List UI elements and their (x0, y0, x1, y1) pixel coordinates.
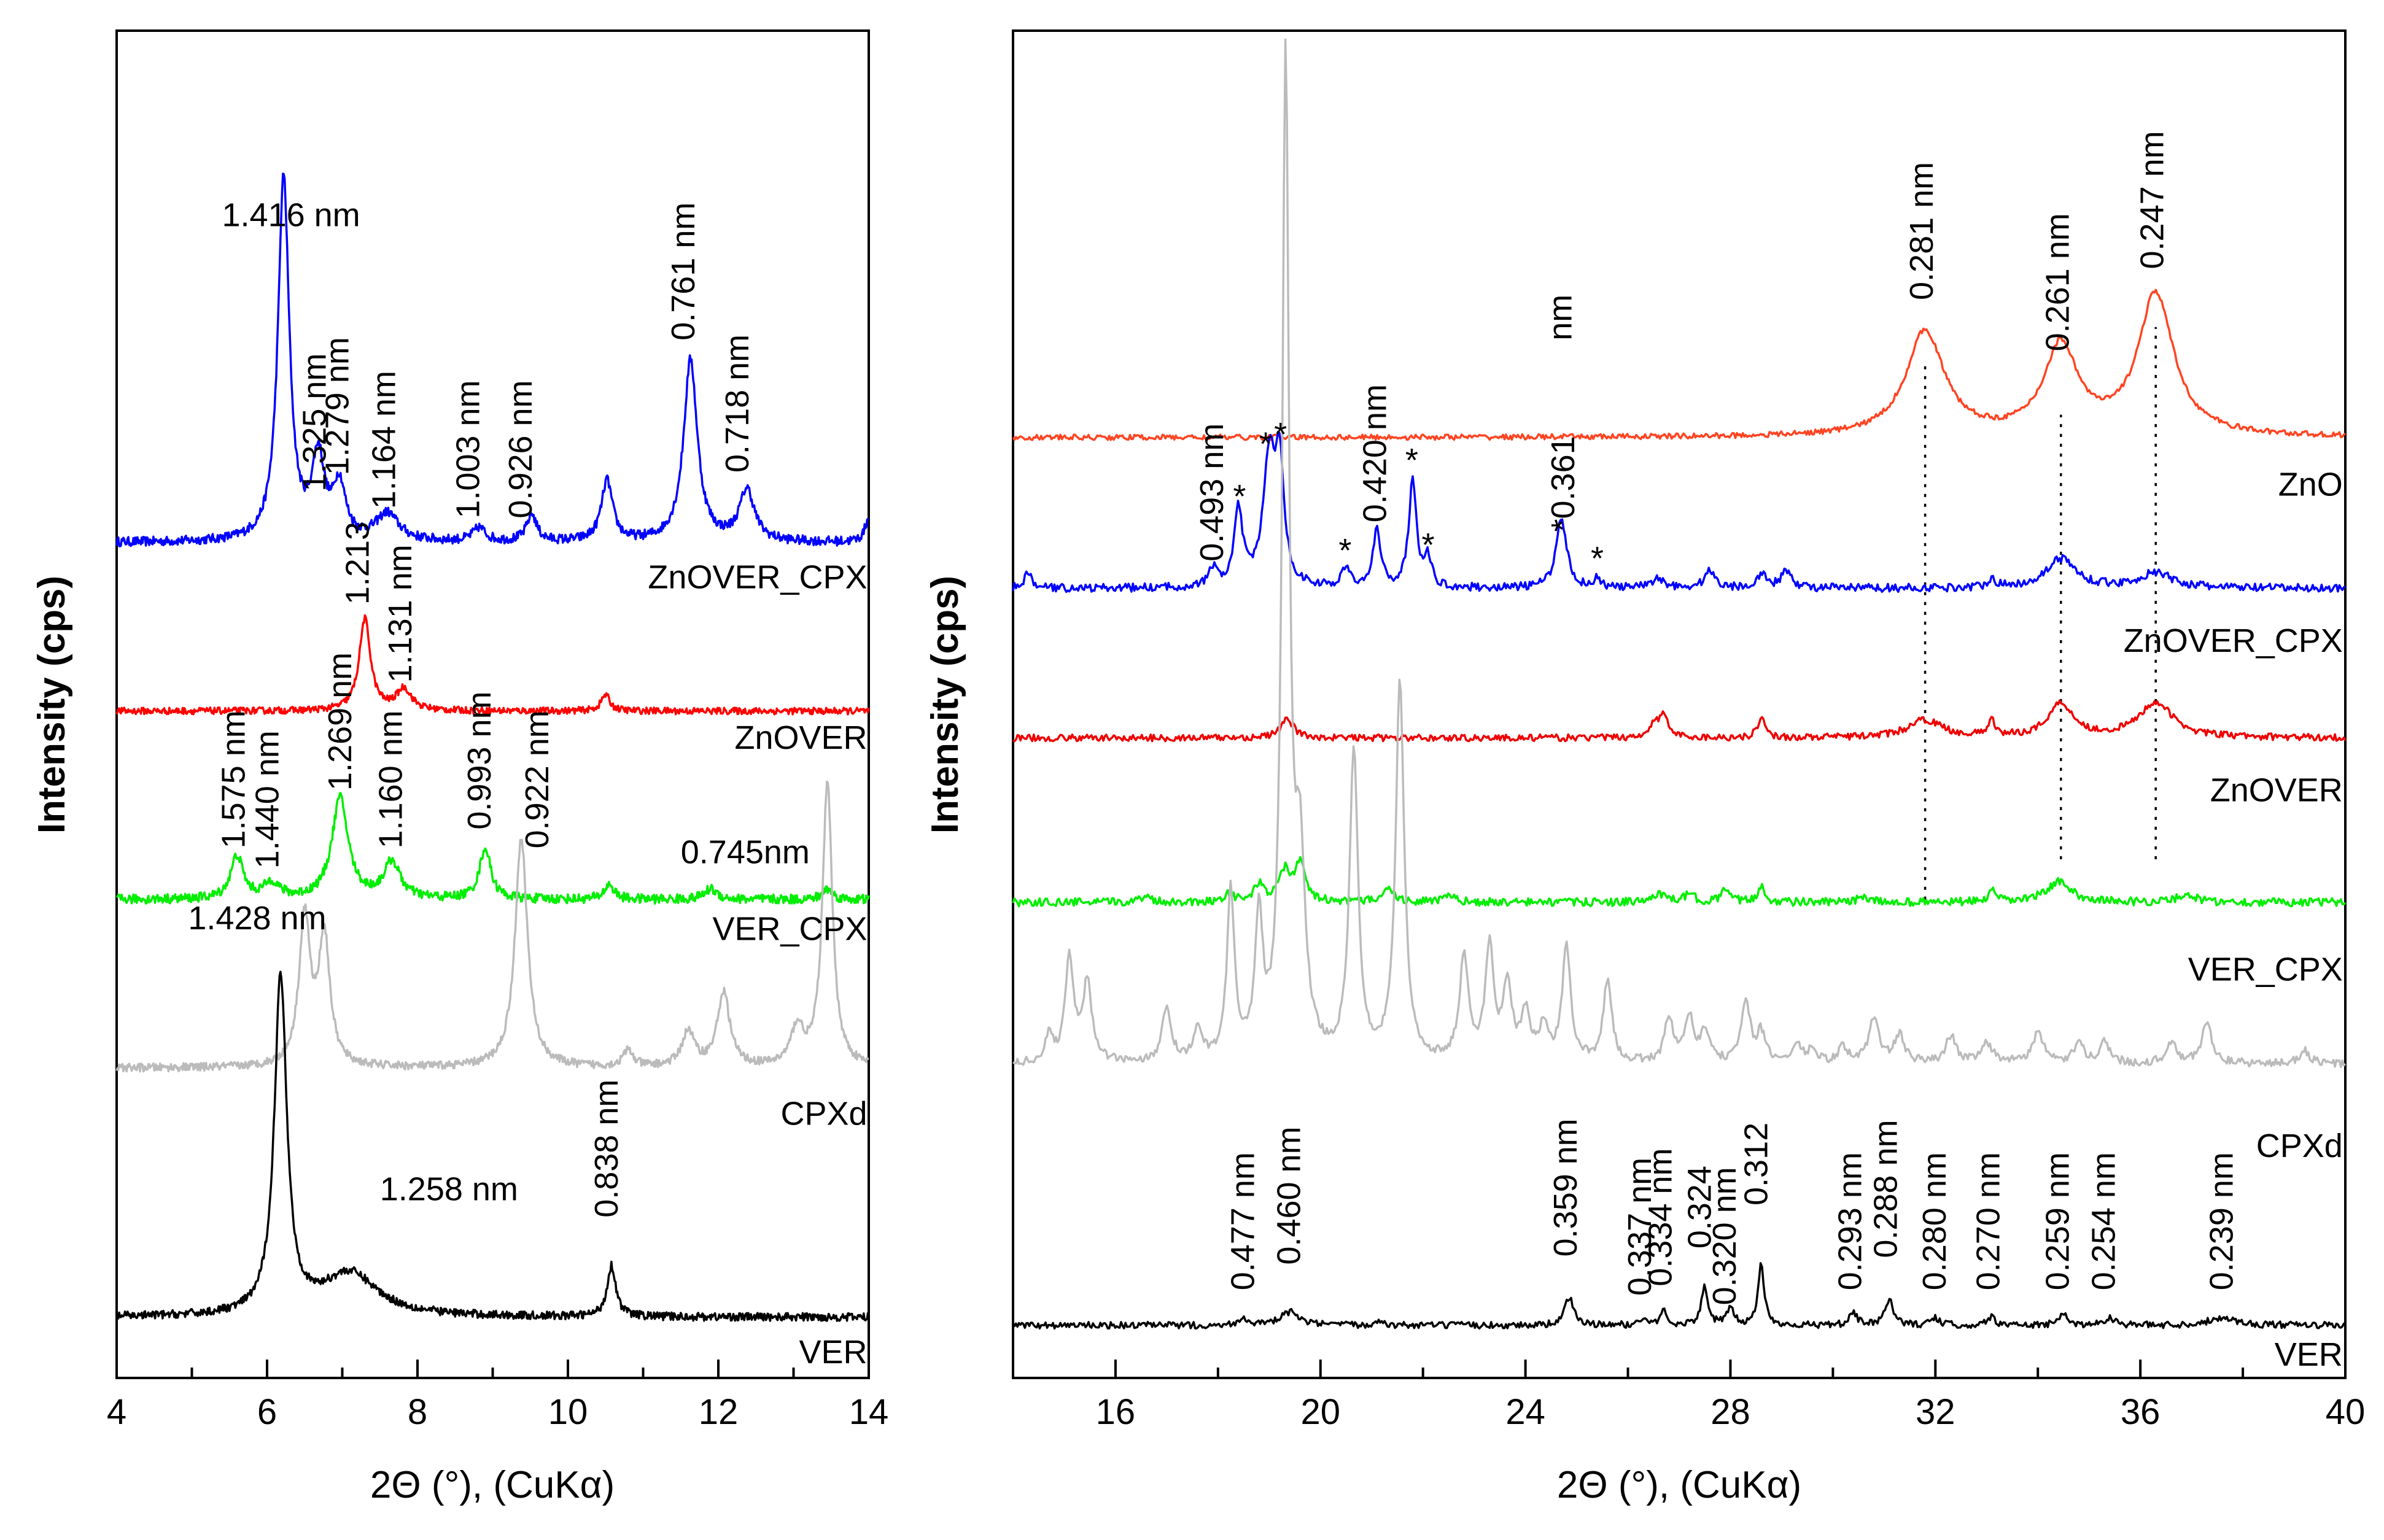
left-series-ver (115, 970, 870, 1322)
left-tick-label: 8 (408, 1392, 427, 1432)
right-peak-label: * (1422, 527, 1435, 563)
left-series-ver-cpx (115, 792, 870, 905)
right-peak-label: 0.337 nm (1621, 1158, 1658, 1296)
left-tick-label: 12 (699, 1392, 739, 1432)
right-tick-label: 36 (2121, 1392, 2161, 1432)
left-series-label: CPXd (780, 1095, 867, 1132)
left-tick-label: 10 (548, 1392, 588, 1432)
left-peak-label: 1.258 nm (380, 1170, 518, 1207)
left-series-label: VER_CPX (712, 911, 867, 948)
right-peak-label: 0.293 nm (1831, 1152, 1868, 1290)
right-series-label: VER_CPX (2188, 951, 2343, 988)
left-peak-label: 0.993 nm (461, 691, 498, 829)
right-peak-label: * (1591, 540, 1604, 577)
right-peak-label: 0.247 nm (2134, 131, 2171, 269)
left-tick-label: 4 (107, 1392, 126, 1432)
right-tick-label: 32 (1916, 1392, 1955, 1432)
right-panel: 16 20 24 28 32 36 40 0.493 nm ** **0.420 nm **nm*… (924, 29, 2366, 1506)
left-tick-label: 6 (257, 1392, 277, 1432)
right-peak-label: 0.334 nm (1642, 1148, 1679, 1287)
right-peak-label: 0.420 nm (1357, 384, 1394, 522)
left-peak-label: 1.440 nm (249, 730, 285, 869)
left-series-cpxd (115, 780, 869, 1073)
right-tick-label: 24 (1505, 1392, 1545, 1432)
right-peak-label: 0.254 nm (2085, 1152, 2122, 1290)
right-peak-label: * (1405, 442, 1418, 479)
right-peak-label: 0.239 nm (2203, 1152, 2240, 1290)
right-series-cpxd (1012, 38, 2347, 1069)
left-peak-label: 0.718 nm (719, 335, 756, 473)
left-traces (115, 172, 870, 1322)
left-peak-label: 1.213 (339, 522, 376, 605)
right-peak-label: 0.281 nm (1903, 162, 1940, 300)
right-traces (1012, 38, 2347, 1330)
right-peak-label: 0.312 (1738, 1123, 1775, 1205)
left-peak-label: 0.838 nm (588, 1080, 625, 1218)
left-peak-label: 1.003 nm (450, 380, 487, 518)
left-x-axis-title: 2Θ (°), (CuKα) (370, 1464, 615, 1506)
right-tick-label: 20 (1301, 1392, 1341, 1432)
left-peak-label: 1.279 nm (319, 337, 355, 475)
right-x-axis: 16 20 24 28 32 36 40 (1012, 1360, 2366, 1432)
right-series-label: ZnOVER_CPX (2124, 622, 2343, 659)
left-peak-label: 0.926 nm (502, 380, 539, 518)
right-peak-label: 0.493 nm (1194, 424, 1230, 562)
left-x-axis: 4 6 8 10 12 14 (107, 1360, 888, 1432)
right-peak-label: * (1274, 416, 1287, 453)
left-peak-label: 1.428 nm (188, 900, 326, 937)
left-series-znover-cpx (115, 172, 869, 548)
right-series-label: CPXd (2256, 1128, 2343, 1164)
right-peak-label: *0.361 (1545, 436, 1582, 532)
right-series-znover (1012, 699, 2347, 743)
right-peak-label: 0.261 nm (2039, 213, 2076, 351)
right-y-axis-title: Intensity (cps) (924, 576, 966, 834)
left-tick-label: 14 (849, 1392, 889, 1432)
right-peak-label: 0.280 nm (1916, 1152, 1953, 1290)
right-peak-label: 0.460 nm (1270, 1126, 1307, 1264)
left-series-label: ZnOVER_CPX (648, 559, 867, 596)
right-peak-label: 0.477 nm (1224, 1152, 1261, 1290)
right-tick-label: 28 (1710, 1392, 1750, 1432)
left-annotations: 1.416 nm 1.325 nm1.279 nm 1.164 nm 1.003 nm… (188, 196, 867, 1371)
right-peak-label: 0.359 nm (1547, 1118, 1584, 1256)
right-peak-label: 0.320 nm (1706, 1167, 1743, 1305)
right-series-ver (1012, 1262, 2346, 1330)
right-tick-label: 16 (1096, 1392, 1136, 1432)
right-plot-frame (1012, 29, 2347, 1379)
right-peak-label: 0.324 (1682, 1166, 1718, 1248)
right-series-label: ZnO (2278, 466, 2343, 503)
right-series-ver-cpx (1012, 856, 2347, 908)
right-peak-label: * (1233, 478, 1246, 515)
left-peak-label: 1.160 nm (372, 710, 409, 848)
right-peak-label: * (1338, 532, 1351, 569)
left-peak-label: 1.164 nm (365, 371, 402, 509)
right-peak-label: 0.259 nm (2039, 1152, 2076, 1290)
right-series-znover-cpx (1012, 430, 2346, 594)
left-series-znover (115, 614, 870, 716)
left-peak-label: 0.761 nm (665, 203, 702, 341)
right-peak-label: 0.270 nm (1970, 1152, 2007, 1290)
right-peak-label: * (1259, 425, 1272, 462)
left-peak-label: 1.575 nm (215, 710, 252, 848)
left-peak-label: 1.269 nm (322, 652, 359, 791)
right-x-axis-title: 2Θ (°), (CuKα) (1557, 1464, 1801, 1506)
left-series-label: VER (799, 1334, 868, 1371)
right-peak-label: 0.288 nm (1868, 1120, 1904, 1258)
left-series-label: ZnOVER (734, 719, 867, 756)
right-dotted-guides (1924, 327, 2157, 900)
right-series-label: ZnOVER (2210, 772, 2343, 809)
left-peak-label: 1.416 nm (222, 196, 360, 233)
left-peak-label: 1.131 nm (382, 544, 419, 683)
right-series-zno (1012, 288, 2347, 441)
left-peak-label: 1.325 nm (297, 354, 333, 492)
right-annotations: 0.493 nm ** **0.420 nm **nm*0.361*0.281 nm 0… (1194, 131, 2343, 1373)
right-tick-label: 40 (2326, 1392, 2366, 1432)
left-y-axis-title: Intensity (cps) (31, 576, 73, 834)
left-peak-label: 0.922 nm (519, 710, 556, 848)
left-panel: 4 6 8 10 12 14 1.416 nm 1.325 nm1.279 nm 1.164 … (31, 29, 888, 1506)
right-peak-label: nm (1542, 295, 1579, 341)
right-series-label: VER (2275, 1336, 2343, 1373)
left-peak-label: 0.745nm (681, 834, 810, 871)
